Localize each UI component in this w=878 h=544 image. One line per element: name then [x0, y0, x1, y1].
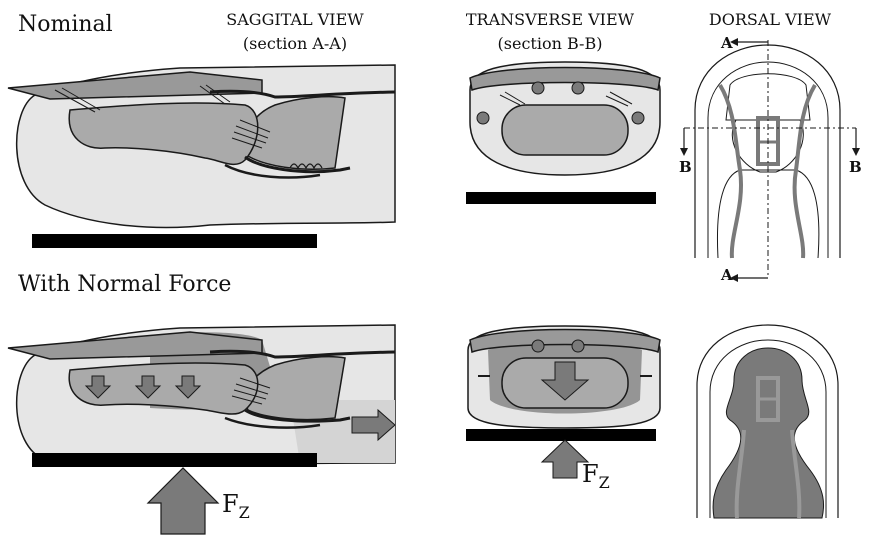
transverse-view-section: (section B-B): [497, 34, 603, 53]
dorsal-view-title: DORSAL VIEW: [708, 10, 832, 29]
sagittal-force: [7, 324, 396, 535]
section-a-label-bottom: A: [721, 266, 733, 284]
transverse-nominal: [466, 61, 661, 204]
section-b-label-left: B: [679, 158, 692, 176]
contact-surface-sagittal-nominal: [32, 234, 317, 248]
sagittal-view-title: SAGGITAL VIEW: [226, 10, 364, 29]
contact-surface-sagittal-force: [32, 453, 317, 467]
force-arrow-sagittal: [146, 467, 220, 535]
section-b-label-right: B: [849, 158, 862, 176]
row-label-normal-force: With Normal Force: [18, 272, 232, 297]
sagittal-nominal: [6, 63, 397, 248]
force-label-sagittal: FZ: [222, 490, 250, 522]
force-arrow-transverse: [540, 439, 590, 479]
force-label-transverse: FZ: [582, 460, 610, 492]
contact-surface-transverse-force: [466, 429, 656, 441]
contact-surface-transverse-nominal: [466, 192, 656, 204]
dorsal-force: [696, 324, 839, 519]
row-label-nominal: Nominal: [18, 12, 113, 37]
transverse-force: [466, 325, 661, 479]
transverse-view-title: TRANSVERSE VIEW: [465, 10, 635, 29]
sagittal-view-section: (section A-A): [242, 34, 348, 53]
section-a-label-top: A: [721, 34, 733, 52]
dorsal-nominal: [680, 38, 860, 282]
